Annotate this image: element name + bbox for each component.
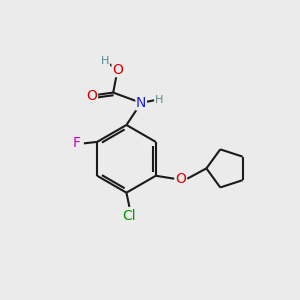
Text: H: H — [154, 95, 163, 105]
Text: Cl: Cl — [123, 209, 136, 223]
Text: O: O — [112, 63, 123, 76]
Text: O: O — [87, 88, 98, 103]
Text: H: H — [101, 56, 110, 66]
Text: O: O — [176, 172, 186, 186]
Text: N: N — [136, 96, 146, 110]
Text: F: F — [73, 136, 80, 150]
